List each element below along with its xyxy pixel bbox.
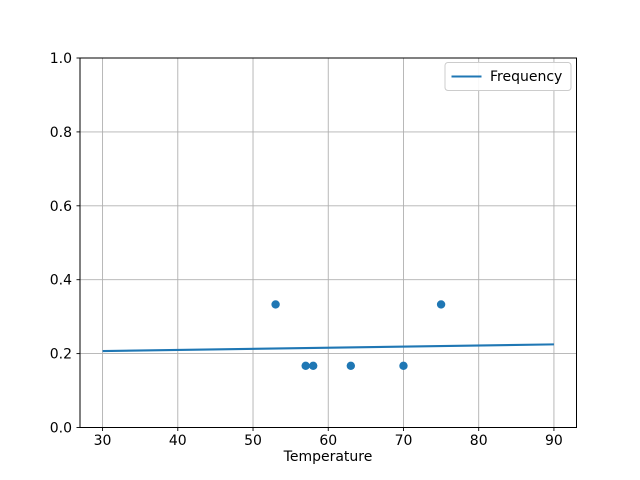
legend-box bbox=[444, 62, 572, 91]
legend: Frequency bbox=[444, 62, 572, 91]
x-tick-label: 70 bbox=[395, 433, 413, 449]
grid-layer bbox=[80, 57, 577, 428]
y-tick-label: 0.6 bbox=[50, 199, 72, 215]
x-tick-label: 50 bbox=[244, 433, 262, 449]
scatter-point bbox=[309, 361, 318, 370]
x-tick-label: 80 bbox=[470, 433, 488, 449]
y-tick-label: 0.2 bbox=[50, 347, 72, 363]
y-tick-label: 1.0 bbox=[50, 51, 72, 67]
scatter-point bbox=[436, 300, 446, 309]
scatter-point bbox=[271, 300, 280, 309]
legend-label-frequency: Frequency bbox=[490, 69, 562, 85]
scatter-point bbox=[399, 361, 408, 370]
line-series-frequency bbox=[102, 343, 554, 353]
x-tick-label: 60 bbox=[319, 433, 337, 449]
y-tick-label: 0.4 bbox=[50, 273, 72, 289]
x-tick-label: 30 bbox=[94, 433, 112, 449]
y-tick-label: 0.0 bbox=[50, 421, 72, 437]
x-axis-label: Temperature bbox=[283, 449, 373, 465]
series-layer bbox=[102, 300, 554, 370]
scatter-point bbox=[301, 361, 310, 370]
scatter-point bbox=[346, 361, 356, 370]
axes-layer: 30 40 50 60 70 80 90 0.0 0.2 0.4 0.6 0.8 1.0 bbox=[50, 51, 577, 449]
x-tick-label: 90 bbox=[545, 433, 563, 449]
x-tick-label: 40 bbox=[169, 433, 187, 449]
y-tick-label: 0.8 bbox=[50, 125, 72, 141]
